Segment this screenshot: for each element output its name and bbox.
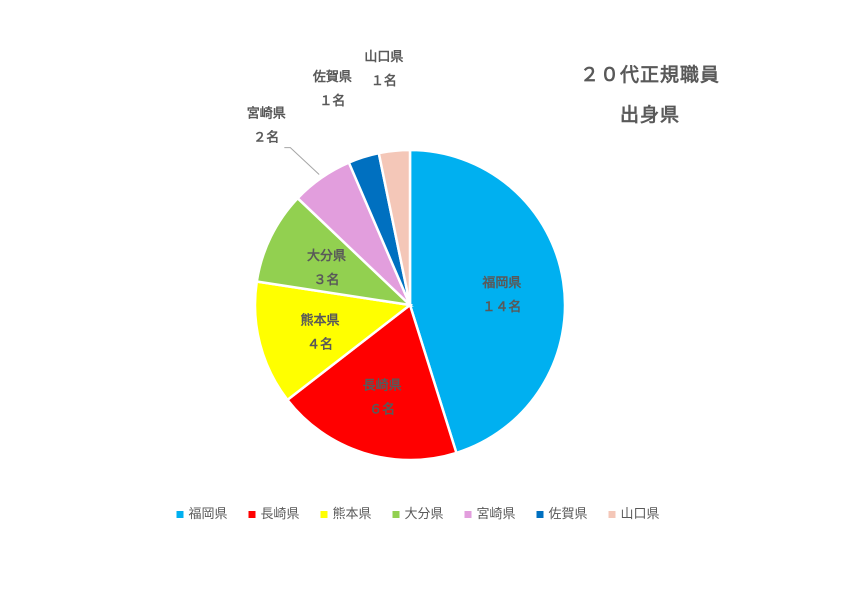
legend: 福岡県 長崎県 熊本県 大分県 宮崎県 佐賀県 山口県	[176, 506, 660, 522]
data-label-category-6: 佐賀県	[312, 69, 352, 85]
legend-item-5: 宮崎県	[464, 506, 516, 522]
legend-swatch-1	[176, 511, 184, 518]
data-label-5: 宮崎県 ２名	[247, 106, 286, 146]
data-label-category-3: 熊本県	[300, 312, 339, 328]
legend-label-7: 山口県	[621, 507, 660, 522]
legend-item-1: 福岡県	[176, 507, 228, 522]
data-label-4: 大分県 ３名	[307, 248, 346, 288]
pie-slice-4	[255, 196, 414, 307]
legend-label-3: 熊本県	[333, 506, 372, 522]
legend-swatch-3	[320, 511, 328, 518]
chart-title-line-1: ２０代正規職員	[579, 64, 720, 86]
pie-slice-3	[253, 280, 414, 402]
legend-swatch-6	[536, 511, 544, 518]
data-label-value-1: １４名	[482, 299, 521, 315]
leader-lines	[284, 147, 320, 175]
legend-swatch-7	[608, 511, 616, 518]
legend-label-6: 佐賀県	[549, 507, 588, 522]
leader-line-5	[284, 147, 320, 175]
legend-label-5: 宮崎県	[477, 506, 516, 522]
data-label-category-5: 宮崎県	[247, 106, 286, 122]
legend-item-2: 長崎県	[248, 507, 300, 522]
data-label-value-4: ３名	[313, 272, 339, 288]
data-label-value-6: １名	[319, 93, 345, 109]
pie-slice-1	[408, 148, 567, 455]
pie-slice-7	[377, 148, 412, 306]
data-label-value-2: ６名	[369, 402, 395, 418]
legend-item-3: 熊本県	[320, 506, 372, 522]
data-label-value-3: ４名	[307, 336, 333, 352]
legend-swatch-2	[248, 511, 256, 518]
data-label-2: 長崎県 ６名	[363, 378, 402, 418]
data-label-category-2: 長崎県	[363, 378, 402, 394]
legend-item-6: 佐賀県	[536, 507, 588, 522]
chart-title-line-2: 出身県	[619, 104, 680, 126]
data-label-3: 熊本県 ４名	[300, 312, 339, 352]
data-label-value-7: １名	[371, 73, 397, 89]
data-label-1: 福岡県 １４名	[481, 275, 521, 315]
data-label-category-4: 大分県	[307, 248, 346, 264]
legend-item-4: 大分県	[392, 507, 444, 522]
legend-swatch-4	[392, 511, 400, 518]
legend-label-1: 福岡県	[189, 507, 228, 522]
legend-swatch-5	[464, 511, 472, 518]
legend-label-4: 大分県	[405, 507, 444, 522]
pie-slices	[253, 148, 567, 462]
data-label-6: 佐賀県 １名	[312, 69, 352, 109]
data-label-7: 山口県 １名	[364, 49, 403, 89]
data-label-category-7: 山口県	[364, 49, 403, 65]
data-label-category-1: 福岡県	[481, 275, 521, 291]
legend-label-2: 長崎県	[261, 507, 300, 522]
data-label-value-5: ２名	[253, 130, 279, 146]
legend-item-7: 山口県	[608, 507, 660, 522]
pie-slice-2	[285, 302, 458, 462]
